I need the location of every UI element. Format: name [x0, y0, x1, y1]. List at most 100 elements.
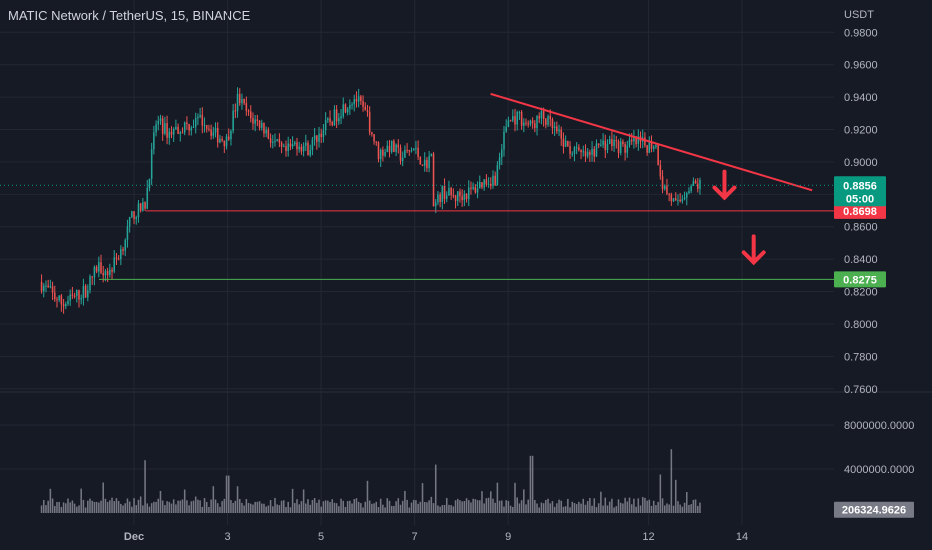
volume-bar	[633, 498, 635, 513]
price-axis[interactable]: 0.98000.96000.94000.92000.90000.88000.86…	[844, 9, 914, 476]
candle	[42, 282, 45, 298]
volume-bar	[357, 501, 360, 513]
volume-bar	[87, 500, 89, 513]
candle	[415, 140, 417, 155]
volume-bar	[272, 506, 274, 513]
candle	[212, 126, 215, 139]
candle	[545, 117, 547, 129]
volume-bar	[520, 500, 523, 513]
volume-bar	[177, 500, 179, 513]
candle	[256, 114, 259, 127]
descending-trendline[interactable]	[490, 92, 813, 192]
price-tick-label: 0.9000	[844, 157, 878, 169]
volume-bar	[58, 501, 60, 513]
candle	[450, 186, 452, 200]
volume-bar	[575, 504, 578, 513]
volume-bar	[197, 499, 199, 513]
candle	[322, 124, 325, 143]
volume-bar	[648, 499, 651, 513]
volume-tick-label: 8000000.0000	[844, 420, 914, 432]
candle	[49, 279, 52, 289]
volume-bar	[364, 501, 367, 513]
candle	[346, 107, 349, 116]
volume-bar	[501, 500, 503, 513]
volume-bar	[113, 501, 116, 513]
volume-bar	[280, 500, 283, 513]
candle	[309, 144, 311, 158]
volume-bar	[117, 500, 120, 513]
volume-bar	[534, 500, 536, 513]
candle	[584, 144, 587, 162]
volume-bar	[467, 500, 470, 513]
candle	[421, 164, 424, 167]
candle	[302, 142, 305, 157]
volume-bar	[252, 504, 254, 513]
volume-bar	[276, 504, 278, 513]
volume-bar	[379, 498, 382, 513]
time-tick-label: 12	[642, 531, 654, 543]
candle	[523, 118, 525, 133]
candle	[249, 105, 252, 123]
volume-bar	[192, 500, 195, 513]
volume-bar	[109, 500, 111, 513]
candle	[298, 141, 300, 153]
volume-bar	[456, 498, 459, 513]
volume-bar	[474, 499, 477, 513]
volume-bar	[126, 498, 129, 513]
candle	[615, 135, 618, 149]
candle	[150, 142, 153, 185]
volume-bar	[569, 507, 571, 513]
volume-bar	[47, 500, 49, 513]
price-tick-label: 0.8600	[844, 222, 878, 234]
volume-bar	[368, 500, 371, 513]
candle	[412, 147, 415, 151]
candle	[470, 181, 472, 195]
volume-bar	[505, 500, 507, 513]
candle	[472, 182, 474, 191]
candle	[659, 160, 662, 180]
candle	[100, 254, 102, 275]
volume-bar	[91, 500, 93, 513]
candle	[274, 133, 276, 147]
volume-bar	[40, 505, 43, 513]
time-axis[interactable]: Dec 3 5 7 9 12 14	[124, 531, 748, 543]
drawing-lines[interactable]	[0, 92, 834, 280]
candle	[611, 131, 613, 151]
candle	[681, 194, 684, 204]
bar-countdown: 05:00	[846, 193, 874, 205]
time-tick-label: 14	[736, 531, 748, 543]
candle	[241, 93, 243, 110]
candle	[164, 116, 166, 136]
candle	[454, 194, 457, 209]
candle	[474, 184, 477, 194]
volume-bar	[104, 498, 107, 513]
volume-bar	[388, 500, 391, 513]
candle	[404, 145, 406, 158]
volume-bar	[289, 507, 292, 513]
volume-bar	[375, 501, 378, 513]
candle	[600, 139, 602, 147]
last-price-tag	[834, 176, 886, 207]
time-tick-label: 5	[318, 531, 324, 543]
candle	[109, 263, 111, 278]
volume-bar	[644, 497, 646, 513]
volume-bar	[523, 489, 525, 513]
candle	[674, 192, 677, 202]
volume-bar	[472, 498, 474, 513]
volume-bar	[578, 501, 580, 513]
candle	[529, 119, 532, 127]
volume-bar	[98, 502, 100, 513]
candle	[188, 123, 190, 136]
candle	[71, 286, 74, 299]
volume-bar	[685, 491, 688, 513]
candle	[677, 194, 679, 206]
price-tick-label: 0.8200	[844, 287, 878, 299]
volume-last-tag	[834, 501, 914, 518]
candle	[65, 301, 67, 310]
candle	[487, 177, 490, 188]
volume-bar	[600, 491, 602, 513]
candle	[146, 179, 149, 210]
candle	[69, 289, 71, 306]
volume-bar	[628, 497, 631, 513]
